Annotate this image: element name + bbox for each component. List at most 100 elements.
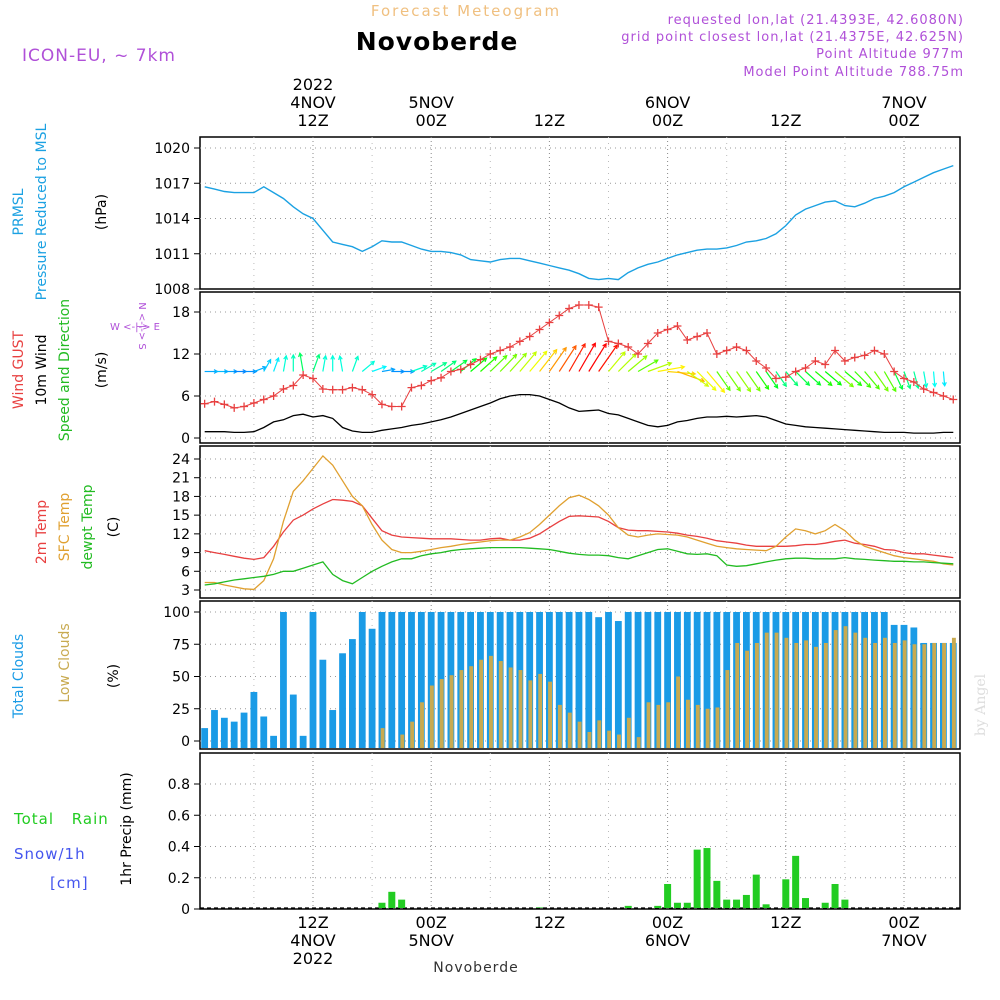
wind-direction-arrow: [608, 351, 626, 372]
pressure-unit: (hPa): [94, 194, 110, 230]
low-cloud-bar: [735, 642, 740, 748]
bottom-time-label: 6NOV: [645, 931, 690, 950]
station-title: Novoberde: [356, 27, 519, 56]
wind-arrow-head: [857, 381, 863, 387]
low-cloud-bar: [557, 704, 562, 748]
low-cloud-bar: [794, 642, 799, 748]
wind-arrow-head: [591, 342, 596, 348]
wind-direction-arrow: [795, 371, 810, 386]
wind-arrow-head: [502, 354, 508, 360]
rain-bar: [782, 879, 790, 908]
wind-direction-arrow: [805, 371, 821, 386]
low-cloud-label: Low Clouds: [57, 623, 73, 702]
snow-unit: [cm]: [50, 874, 89, 892]
gust-marker: [634, 350, 643, 358]
wind-direction-arrow: [381, 368, 395, 373]
rain-bar: [742, 894, 750, 908]
pressure-ytick-label: 1014: [154, 212, 190, 228]
gust-marker: [900, 374, 908, 383]
rain-bar: [752, 874, 760, 908]
rain-bar: [713, 880, 721, 908]
wind-direction-arrow: [499, 354, 517, 372]
low-cloud-bar: [548, 681, 552, 748]
temp-unit: (C): [106, 517, 122, 538]
gust-marker: [259, 395, 268, 404]
wind-labels: Wind GUST 10m Wind Speed and Direction (…: [11, 299, 160, 441]
rain-bar: [831, 884, 839, 908]
total-cloud-bar: [280, 612, 287, 748]
gust-marker: [781, 373, 790, 382]
temp-labels: 2m Temp SFC Temp dewpt Temp (C): [34, 484, 122, 569]
low-cloud-bar: [764, 632, 769, 748]
dewpoint-line: [204, 546, 954, 586]
cloud-unit: (%): [106, 664, 122, 688]
pressure-ytick-label: 1008: [154, 282, 190, 298]
wind-arrow-head: [642, 355, 648, 360]
wind-arrow-head: [726, 386, 731, 392]
wind-direction-arrow: [716, 371, 731, 391]
wind-arrow-head: [816, 380, 822, 386]
wind-direction-arrow: [430, 362, 447, 373]
wind-arrow-head: [898, 384, 904, 391]
low-cloud-bar: [902, 640, 907, 748]
rain-bar: [536, 907, 544, 908]
low-cloud-bar: [725, 670, 730, 748]
wind-direction-arrow: [736, 371, 751, 392]
wind-arrow-head: [793, 381, 799, 387]
gust-marker: [387, 402, 396, 411]
total-cloud-bar: [240, 712, 248, 748]
bottom-time-label: 00Z: [888, 913, 919, 932]
total-cloud-bar: [299, 735, 307, 748]
rain-bar: [821, 902, 829, 908]
low-cloud-bar: [695, 704, 700, 748]
gust-marker: [545, 318, 554, 327]
gust-marker: [752, 357, 761, 365]
watermark: by Angel: [973, 673, 989, 736]
gust-marker: [949, 395, 958, 404]
wind-arrow-head: [562, 346, 567, 352]
wind-direction-arrow: [361, 360, 375, 372]
wind-arrow-head: [602, 342, 607, 348]
bottom-time-label: 2022: [293, 949, 334, 968]
pressure-labels: PRMSL Pressure Reduced to MSL (hPa): [11, 123, 110, 300]
wind-arrow-head: [932, 382, 938, 388]
gust-marker: [299, 371, 308, 379]
wind-direction-arrow: [529, 350, 548, 372]
wind-direction-arrow: [312, 354, 320, 372]
wind-direction-arrow: [480, 356, 497, 372]
rain-bar: [398, 899, 406, 908]
clouds-ytick-label: 25: [172, 702, 190, 718]
gust-marker: [515, 337, 524, 346]
rain-bar: [673, 902, 681, 908]
total-cloud-bar: [605, 612, 612, 748]
wind-direction-arrow: [627, 355, 648, 372]
low-cloud-bar: [686, 699, 690, 748]
top-time-label: 7NOV: [881, 93, 926, 112]
wind-direction-arrow: [489, 355, 508, 372]
temp-ytick-label: 21: [172, 471, 190, 487]
total-cloud-bar: [358, 612, 366, 748]
gust-marker: [289, 381, 298, 390]
gust-marker: [929, 388, 938, 397]
total-cloud-bar: [260, 716, 268, 748]
wind-ytick-label: 6: [181, 389, 190, 405]
total-cloud-bar: [220, 717, 228, 748]
wind-arrow-head: [482, 357, 488, 363]
gust-marker: [525, 332, 534, 341]
wind-direction-arrow: [578, 342, 596, 372]
low-cloud-bar: [715, 707, 720, 748]
wind-arrow-head: [620, 351, 626, 357]
gust-marker: [328, 385, 337, 394]
gust-marker: [801, 364, 810, 372]
gust-marker: [318, 385, 327, 393]
wind-arrow-head: [552, 348, 558, 354]
total-cloud-bar: [270, 735, 277, 748]
wind-direction-arrow: [706, 371, 725, 393]
gust-marker: [565, 304, 574, 313]
wind-arrow-head: [512, 353, 518, 359]
total-cloud-bar: [201, 728, 209, 748]
wind-arrow-head: [848, 382, 855, 388]
bottom-time-label: 00Z: [652, 913, 683, 932]
top-time-label: 12Z: [297, 111, 328, 130]
low-cloud-bar: [449, 675, 454, 748]
